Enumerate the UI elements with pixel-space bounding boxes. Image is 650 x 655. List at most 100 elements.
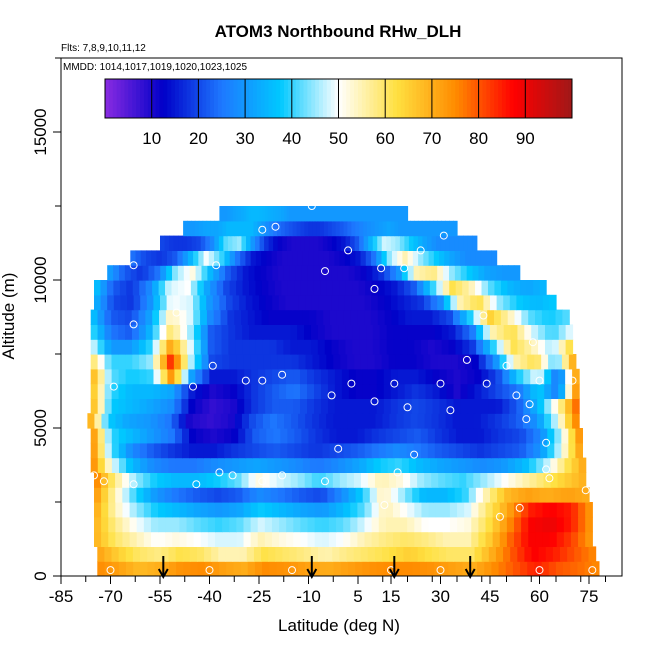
heatmap-cell bbox=[425, 398, 434, 414]
heatmap-cell bbox=[386, 206, 390, 222]
observation-point bbox=[479, 311, 488, 320]
heatmap-cell bbox=[250, 235, 256, 251]
heatmap-cell bbox=[445, 413, 454, 429]
heatmap-cell bbox=[421, 502, 430, 518]
heatmap-cell bbox=[261, 250, 267, 266]
heatmap-cell bbox=[534, 561, 543, 576]
heatmap-cell bbox=[483, 324, 491, 340]
heatmap-cell bbox=[297, 339, 305, 355]
heatmap-cell bbox=[195, 368, 203, 385]
heatmap-cell bbox=[506, 531, 515, 547]
heatmap-cell bbox=[407, 502, 415, 518]
heatmap-cell bbox=[229, 531, 237, 547]
heatmap-cell bbox=[385, 531, 394, 547]
heatmap-cell bbox=[536, 457, 544, 473]
heatmap-cell bbox=[230, 206, 234, 222]
heatmap-cell bbox=[268, 546, 276, 562]
colorbar-swatch bbox=[140, 79, 145, 118]
observation-point bbox=[495, 512, 504, 521]
heatmap-cell bbox=[411, 309, 420, 325]
heatmap-cell bbox=[500, 457, 509, 473]
heatmap-cell bbox=[430, 294, 438, 311]
heatmap-cell bbox=[503, 294, 511, 311]
heatmap-cell bbox=[397, 383, 406, 399]
heatmap-cell bbox=[224, 206, 229, 222]
heatmap-cell bbox=[394, 457, 403, 473]
heatmap-cell bbox=[339, 250, 346, 266]
heatmap-cell bbox=[226, 561, 235, 576]
heatmap-cell bbox=[207, 516, 216, 533]
x-tick-label: -25 bbox=[247, 587, 272, 606]
heatmap-cell bbox=[526, 428, 534, 444]
heatmap-cell bbox=[334, 383, 343, 399]
heatmap-cell bbox=[226, 220, 231, 237]
heatmap-cell bbox=[262, 324, 271, 340]
heatmap-cell bbox=[262, 472, 271, 488]
colorbar-swatch bbox=[568, 79, 573, 118]
heatmap-cell bbox=[350, 250, 356, 266]
heatmap-cell bbox=[300, 383, 308, 399]
heatmap-cell bbox=[146, 398, 155, 414]
heatmap-cell bbox=[438, 472, 446, 488]
heatmap-cell bbox=[241, 309, 249, 325]
heatmap-cell bbox=[251, 206, 255, 222]
heatmap-cell bbox=[157, 487, 166, 503]
heatmap-cell bbox=[271, 250, 278, 266]
heatmap-cell bbox=[496, 294, 504, 311]
dates-annotation: MMDD: 1014,1017,1019,1020,1023,1025 bbox=[63, 62, 247, 73]
heatmap-cell bbox=[286, 235, 292, 251]
heatmap-cell bbox=[585, 502, 593, 518]
heatmap-cell bbox=[467, 546, 476, 562]
heatmap-cell bbox=[232, 294, 240, 311]
heatmap-cell bbox=[383, 368, 392, 385]
heatmap-cell bbox=[248, 413, 257, 429]
heatmap-cell bbox=[178, 413, 187, 429]
observation-point bbox=[321, 477, 329, 486]
heatmap-cell bbox=[138, 324, 147, 340]
heatmap-cell bbox=[94, 502, 102, 518]
heatmap-cell bbox=[182, 428, 190, 444]
heatmap-cell bbox=[565, 339, 574, 355]
heatmap-cell bbox=[283, 324, 291, 340]
heatmap-cell bbox=[386, 250, 393, 266]
heatmap-cell bbox=[448, 442, 457, 459]
heatmap-cell bbox=[337, 206, 341, 222]
heatmap-cell bbox=[457, 516, 465, 533]
heatmap-cell bbox=[356, 206, 360, 222]
heatmap-cell bbox=[535, 502, 544, 518]
heatmap-cell bbox=[243, 516, 252, 533]
heatmap-cell bbox=[448, 324, 457, 340]
heatmap-cell bbox=[241, 235, 247, 251]
heatmap-cell bbox=[302, 250, 309, 266]
heatmap-cell bbox=[107, 265, 114, 281]
heatmap-cell bbox=[350, 442, 359, 459]
heatmap-cell bbox=[448, 561, 457, 576]
heatmap-cell bbox=[572, 383, 580, 399]
heatmap-cell bbox=[526, 280, 534, 296]
heatmap-cell bbox=[535, 516, 544, 533]
heatmap-cell bbox=[516, 294, 524, 311]
heatmap-cell bbox=[136, 531, 145, 547]
heatmap-cell bbox=[157, 472, 165, 488]
heatmap-cell bbox=[357, 516, 366, 533]
heatmap-cell bbox=[338, 339, 346, 355]
heatmap-cell bbox=[402, 354, 411, 370]
heatmap-cell bbox=[496, 324, 505, 340]
heatmap-cell bbox=[410, 413, 419, 429]
heatmap-cell bbox=[152, 309, 160, 325]
heatmap-cell bbox=[198, 220, 204, 237]
heatmap-cell bbox=[539, 280, 547, 296]
heatmap-cell bbox=[392, 531, 401, 547]
heatmap-cell bbox=[470, 442, 478, 459]
heatmap-cell bbox=[473, 309, 481, 325]
heatmap-cell bbox=[404, 206, 409, 222]
heatmap-cell bbox=[302, 457, 311, 473]
heatmap-cell bbox=[412, 487, 420, 503]
heatmap-cell bbox=[173, 354, 182, 370]
heatmap-cell bbox=[294, 442, 303, 459]
heatmap-cell bbox=[340, 561, 349, 576]
heatmap-cell bbox=[385, 428, 394, 444]
heatmap-cell bbox=[345, 280, 353, 296]
heatmap-cell bbox=[544, 398, 552, 414]
heatmap-cell bbox=[295, 265, 303, 281]
